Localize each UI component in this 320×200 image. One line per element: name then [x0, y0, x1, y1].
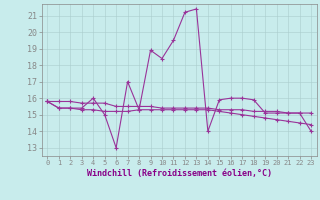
X-axis label: Windchill (Refroidissement éolien,°C): Windchill (Refroidissement éolien,°C) — [87, 169, 272, 178]
